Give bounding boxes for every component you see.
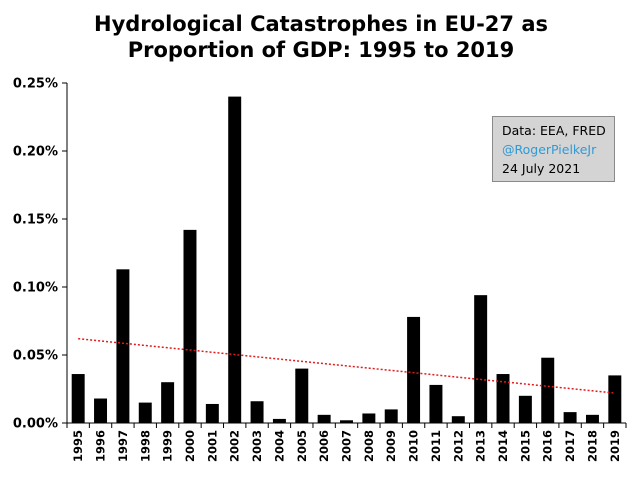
bar-2010 (407, 316, 421, 423)
x-tick-label-1997: 1997 (116, 430, 130, 462)
bar-2017 (563, 412, 577, 423)
bar-2009 (384, 409, 398, 423)
source-text: Data: EEA, FRED (502, 123, 606, 138)
bar-2014 (496, 374, 510, 423)
bar-2013 (474, 295, 488, 423)
y-axis: 0.00% 0.05% 0.10% 0.15% 0.20% 0.25% (13, 77, 68, 432)
bar-2006 (317, 414, 331, 423)
bars (71, 96, 622, 423)
bar-2011 (429, 384, 443, 423)
trend-line (78, 337, 615, 394)
chart-title-line-1: Hydrological Catastrophes in EU-27 as (94, 12, 548, 36)
bar-2003 (250, 401, 264, 423)
bar-2000 (183, 229, 197, 423)
x-tick-label-2018: 2018 (585, 430, 599, 462)
chart-title-line-2: Proportion of GDP: 1995 to 2019 (128, 38, 515, 62)
y-tick-label: 0.25% (13, 77, 58, 92)
annotation-date: 24 July 2021 (502, 161, 581, 176)
source-annotation-box: Data: EEA, FRED @RogerPielkeJr 24 July 2… (492, 116, 615, 182)
bar-2004 (272, 418, 286, 423)
x-tick-label-2002: 2002 (228, 430, 242, 462)
bar-1995 (71, 374, 85, 423)
author-handle[interactable]: @RogerPielkeJr (502, 142, 597, 157)
x-axis: 1995 1996 1997 1998 1999 2000 2001 2002 2003 2004… (66, 422, 627, 462)
x-tick-label-2005: 2005 (295, 430, 309, 462)
x-tick-label-2015: 2015 (518, 430, 532, 462)
y-tick-label: 0.05% (13, 349, 58, 364)
bar-1997 (116, 269, 130, 423)
x-tick-label-2019: 2019 (608, 430, 622, 462)
x-tick-label-2008: 2008 (362, 430, 376, 462)
bar-2008 (362, 413, 376, 423)
bar-2005 (295, 368, 309, 423)
x-tick-label-2000: 2000 (183, 430, 197, 462)
bar-2012 (451, 416, 465, 423)
y-tick-label: 0.15% (13, 213, 58, 228)
x-tick-label-2007: 2007 (340, 430, 354, 462)
bar-1998 (138, 402, 152, 423)
x-tick-label-2017: 2017 (563, 430, 577, 462)
x-tick-label-1995: 1995 (71, 430, 85, 462)
bar-2016 (541, 357, 555, 423)
x-tick-label-2009: 2009 (384, 430, 398, 462)
bar-2018 (585, 414, 599, 423)
bar-1996 (94, 398, 108, 423)
bar-2002 (228, 96, 242, 423)
x-tick-label-1999: 1999 (161, 430, 175, 462)
x-tick-label-2016: 2016 (541, 430, 555, 462)
x-tick-label-2011: 2011 (429, 430, 443, 462)
x-tick-label-2004: 2004 (272, 430, 286, 462)
y-tick-label: 0.20% (13, 145, 58, 160)
x-tick-label-2013: 2013 (474, 430, 488, 462)
bar-2007 (340, 420, 353, 423)
x-tick-label-2012: 2012 (451, 430, 465, 462)
x-tick-label-2003: 2003 (250, 430, 264, 462)
bar-1999 (161, 382, 175, 423)
x-tick-label-1998: 1998 (138, 430, 152, 462)
x-tick-label-2014: 2014 (496, 430, 510, 462)
bar-2019 (608, 375, 622, 423)
x-tick-label-2010: 2010 (407, 430, 421, 462)
y-tick-label: 0.10% (13, 281, 58, 296)
trendline (78, 337, 615, 394)
bar-2015 (518, 395, 532, 423)
x-tick-label-2006: 2006 (317, 430, 331, 462)
bar-2001 (205, 403, 219, 423)
x-tick-label-2001: 2001 (205, 430, 219, 462)
y-tick-label: 0.00% (13, 417, 58, 432)
x-tick-label-1996: 1996 (94, 430, 108, 462)
